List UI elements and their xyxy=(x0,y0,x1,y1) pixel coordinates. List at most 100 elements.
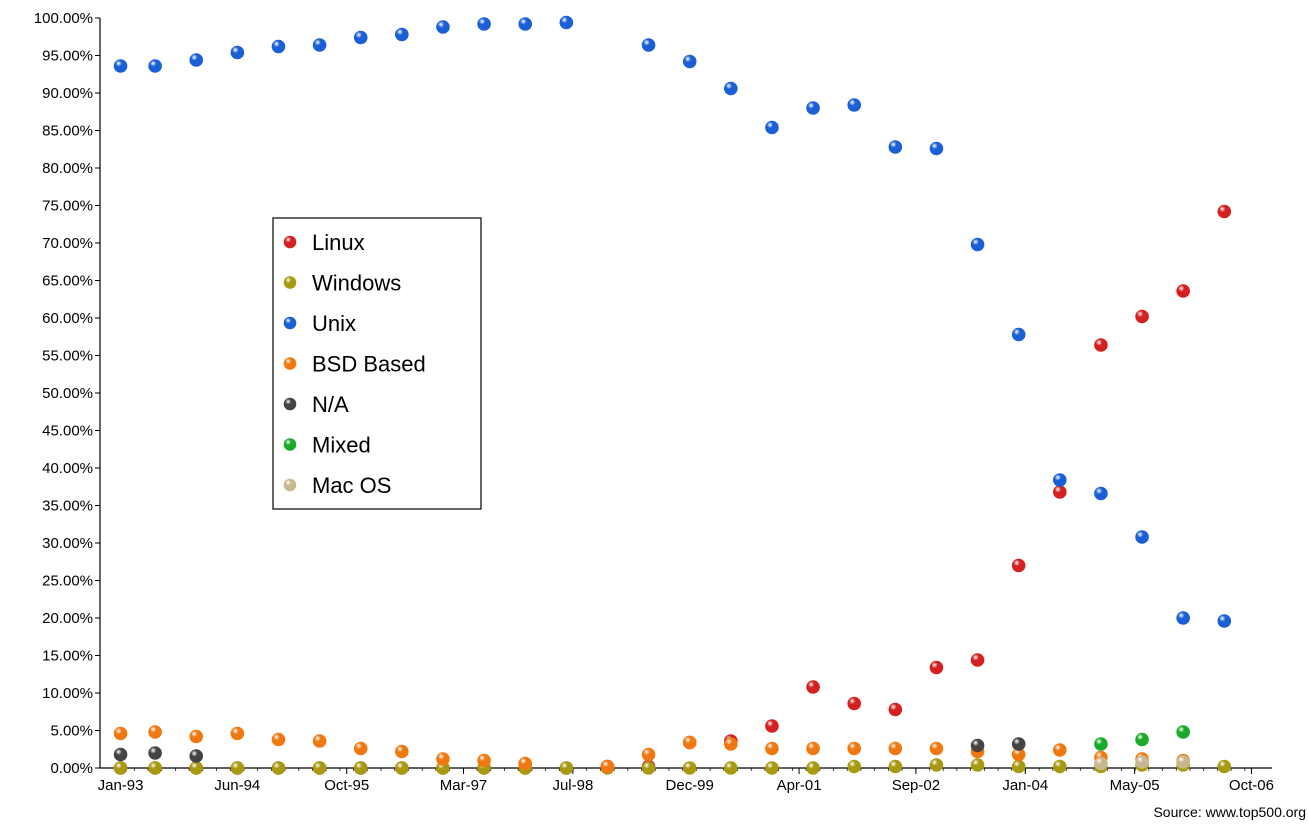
point-unix xyxy=(1135,530,1149,544)
point-n-a xyxy=(970,738,985,753)
legend-marker-windows xyxy=(283,276,297,289)
point-windows xyxy=(1011,759,1026,774)
point-bsd-based xyxy=(847,741,861,756)
point-linux xyxy=(1135,309,1149,324)
y-tick-label: 0.00% xyxy=(50,760,93,777)
point-linux xyxy=(970,653,985,667)
point-linux xyxy=(929,660,944,675)
y-tick-label: 90.00% xyxy=(42,85,93,102)
point-unix xyxy=(271,39,286,54)
point-unix xyxy=(230,45,245,60)
legend-box xyxy=(272,217,482,510)
point-bsd-based xyxy=(806,741,820,756)
point-n-a xyxy=(1011,737,1026,751)
point-unix xyxy=(1094,486,1108,501)
point-windows xyxy=(682,761,697,775)
point-bsd-based xyxy=(518,756,533,771)
point-unix xyxy=(1011,327,1026,342)
point-windows xyxy=(148,761,162,775)
x-tick-label: Oct-06 xyxy=(1229,777,1274,794)
x-tick-label: Jun-94 xyxy=(214,777,260,794)
point-windows xyxy=(1217,759,1232,774)
point-windows xyxy=(271,761,286,775)
legend-label-bsd-based: BSD Based xyxy=(312,352,426,377)
point-bsd-based xyxy=(353,741,368,756)
point-unix xyxy=(395,27,409,42)
y-tick-label: 10.00% xyxy=(42,685,93,702)
point-unix xyxy=(312,38,327,52)
x-tick-label: Jul-98 xyxy=(552,777,593,794)
point-bsd-based xyxy=(148,725,162,739)
point-unix xyxy=(477,17,491,31)
point-linux xyxy=(1176,284,1190,298)
source-note: Source: www.top500.org xyxy=(1153,804,1306,820)
point-bsd-based xyxy=(436,752,450,766)
point-windows xyxy=(189,761,204,775)
point-unix xyxy=(806,101,820,115)
y-tick-label: 50.00% xyxy=(42,385,93,402)
point-windows xyxy=(312,761,327,775)
x-tick-label: Oct-95 xyxy=(324,777,369,794)
point-linux xyxy=(1094,338,1108,352)
data-points xyxy=(113,15,1232,775)
point-unix xyxy=(641,38,656,52)
x-tick-label: May-05 xyxy=(1110,777,1160,794)
y-tick-label: 85.00% xyxy=(42,123,93,140)
point-linux xyxy=(806,680,820,694)
point-windows xyxy=(847,759,861,774)
point-windows xyxy=(806,761,820,775)
point-windows xyxy=(970,758,985,772)
point-n-a xyxy=(148,746,162,760)
point-mixed xyxy=(1176,725,1190,739)
point-bsd-based xyxy=(888,741,903,756)
point-linux xyxy=(847,696,861,711)
point-bsd-based xyxy=(929,741,944,756)
x-tick-label: Jan-93 xyxy=(98,777,144,794)
y-tick-label: 15.00% xyxy=(42,648,93,665)
x-tick-label: Mar-97 xyxy=(440,777,488,794)
y-tick-label: 65.00% xyxy=(42,273,93,290)
point-linux xyxy=(1053,485,1067,499)
point-n-a xyxy=(189,749,204,763)
legend-label-mac-os: Mac OS xyxy=(312,473,391,498)
y-tick-label: 5.00% xyxy=(50,723,93,740)
point-windows xyxy=(641,761,656,775)
point-bsd-based xyxy=(600,759,615,774)
point-windows xyxy=(1053,759,1067,774)
point-linux xyxy=(888,702,903,717)
y-tick-label: 100.00% xyxy=(34,10,93,27)
point-bsd-based xyxy=(477,753,491,768)
point-bsd-based xyxy=(113,726,128,741)
y-tick-label: 80.00% xyxy=(42,160,93,177)
point-unix xyxy=(113,59,128,73)
point-mixed xyxy=(1094,737,1108,751)
legend-label-n-a: N/A xyxy=(312,392,349,417)
point-windows xyxy=(113,761,128,775)
point-windows xyxy=(724,761,738,775)
y-tick-label: 60.00% xyxy=(42,310,93,327)
y-tick-label: 45.00% xyxy=(42,423,93,440)
point-windows xyxy=(929,758,944,772)
point-bsd-based xyxy=(1053,743,1067,757)
point-unix xyxy=(682,54,697,69)
y-tick-label: 75.00% xyxy=(42,198,93,215)
point-linux xyxy=(765,719,779,733)
y-tick-label: 30.00% xyxy=(42,535,93,552)
legend-marker-unix xyxy=(283,316,297,330)
x-tick-label: Apr-01 xyxy=(777,777,822,794)
point-linux xyxy=(1011,558,1026,573)
point-unix xyxy=(929,141,944,156)
y-tick-label: 55.00% xyxy=(42,348,93,365)
legend-marker-bsd-based xyxy=(283,357,297,370)
point-unix xyxy=(189,53,204,67)
legend-marker-mixed xyxy=(283,438,297,451)
point-bsd-based xyxy=(189,729,204,744)
y-axis-ticks: 0.00% 5.00% 10.00% 15.00% 20.00% 25.00% 30.00%… xyxy=(34,10,100,777)
legend-label-linux: Linux xyxy=(312,230,365,255)
x-tick-label: Sep-02 xyxy=(892,777,940,794)
point-n-a xyxy=(113,747,128,762)
point-mixed xyxy=(1135,732,1149,747)
point-unix xyxy=(970,237,985,252)
point-unix xyxy=(148,59,162,73)
